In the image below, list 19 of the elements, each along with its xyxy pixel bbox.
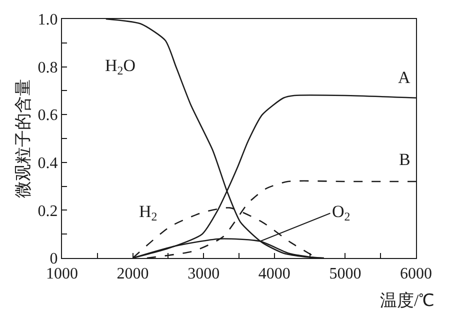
y-tick-label: 0.6 <box>38 107 58 124</box>
x-tick-label: 5000 <box>329 265 362 282</box>
series-label: A <box>398 68 411 87</box>
x-tick-label: 4000 <box>258 265 290 282</box>
x-axis-title: 温度/℃ <box>380 291 435 310</box>
series-label: H$_{2}$O <box>105 56 136 78</box>
y-tick-label: 0.2 <box>38 202 58 220</box>
series-label: H$_{2}$ <box>139 202 158 224</box>
x-tick-label: 2000 <box>116 265 149 282</box>
series-label: B <box>399 150 410 169</box>
y-tick-label: 0.8 <box>38 59 58 76</box>
x-tick-label: 6000 <box>400 265 432 282</box>
x-tick-label: 1000 <box>46 265 78 282</box>
y-axis-title: 微观粒子的含量 <box>13 79 32 198</box>
y-tick-label: 0 <box>50 250 58 268</box>
x-tick-label: 3000 <box>188 265 220 282</box>
text: O$_{2}$ <box>332 202 350 224</box>
y-tick-label: 1.0 <box>38 12 58 29</box>
y-tick-label: 0.4 <box>38 155 58 172</box>
